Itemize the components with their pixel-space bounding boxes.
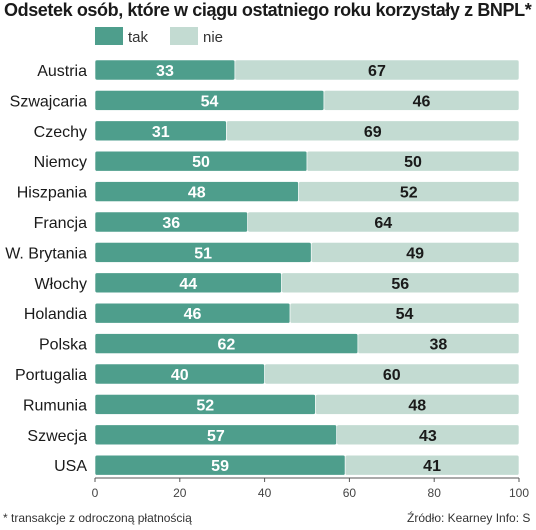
bar-nie xyxy=(234,59,520,81)
data-label-tak: 44 xyxy=(179,276,197,293)
data-label-tak: 62 xyxy=(218,337,236,354)
data-label-nie: 49 xyxy=(406,245,424,262)
category-label: Rumunia xyxy=(23,397,87,414)
bar-nie xyxy=(281,272,520,294)
data-label-tak: 50 xyxy=(192,154,210,171)
x-tick-label: 0 xyxy=(92,486,99,500)
data-label-nie: 43 xyxy=(419,428,437,445)
bar-nie xyxy=(226,120,520,142)
category-label: Hiszpania xyxy=(17,185,87,202)
data-label-nie: 50 xyxy=(404,154,422,171)
category-label: Niemcy xyxy=(34,154,87,171)
data-label-nie: 69 xyxy=(364,124,382,141)
category-label: Portugalia xyxy=(15,367,87,384)
category-labels: Austria Szwajcaria Czechy Niemcy Hiszpania Fr… xyxy=(5,63,87,475)
category-label: W. Brytania xyxy=(5,245,87,262)
category-label: Holandia xyxy=(24,306,87,323)
data-label-nie: 64 xyxy=(374,215,392,232)
data-label-nie: 60 xyxy=(383,367,401,384)
bar-nie xyxy=(264,363,520,385)
x-tick-label: 80 xyxy=(428,486,442,500)
bar-nie xyxy=(298,181,520,202)
x-tick-label: 60 xyxy=(343,486,357,500)
bar-nie xyxy=(336,424,520,446)
x-tick-label: 100 xyxy=(509,486,529,500)
data-label-nie: 52 xyxy=(400,185,418,202)
x-tick-label: 40 xyxy=(258,486,272,500)
data-label-tak: 59 xyxy=(211,458,229,475)
data-label-nie: 46 xyxy=(413,93,431,110)
data-label-tak: 48 xyxy=(188,185,206,202)
data-label-tak: 36 xyxy=(162,215,180,232)
data-label-nie: 38 xyxy=(430,337,448,354)
data-label-nie: 56 xyxy=(391,276,409,293)
bar-nie xyxy=(357,333,520,354)
bar-nie xyxy=(344,454,520,476)
data-label-nie: 48 xyxy=(408,397,426,414)
data-label-nie: 41 xyxy=(423,458,441,475)
bar-nie xyxy=(306,150,520,172)
data-label-nie: 67 xyxy=(368,63,386,80)
category-label: Czechy xyxy=(34,124,87,141)
legend-label-tak: tak xyxy=(128,29,149,46)
data-label-tak: 33 xyxy=(156,63,174,80)
footnote: * transakcje z odroczoną płatnością xyxy=(3,511,192,525)
legend-swatch-tak xyxy=(95,27,123,45)
data-label-tak: 52 xyxy=(196,397,214,414)
x-axis: 0 20 40 60 80 100 xyxy=(92,477,529,500)
legend: tak nie xyxy=(95,27,223,46)
data-label-tak: 51 xyxy=(194,245,212,262)
data-label-tak: 31 xyxy=(152,124,170,141)
bar-nie xyxy=(247,211,520,233)
category-label: Polska xyxy=(39,337,87,354)
bars: 33 67 54 46 31 69 50 50 48 52 36 64 51 49 44 56 46 54 62 38… xyxy=(94,59,520,476)
category-label: Włochy xyxy=(35,276,87,293)
legend-label-nie: nie xyxy=(203,29,223,46)
category-label: USA xyxy=(54,458,87,475)
category-label: Szwecja xyxy=(27,428,87,445)
bar-nie xyxy=(315,394,520,415)
chart-title: Odsetek osób, które w ciągu ostatniego r… xyxy=(4,0,532,20)
category-label: Austria xyxy=(37,63,87,80)
bar-nie xyxy=(310,242,520,263)
category-label: Szwajcaria xyxy=(10,93,87,110)
data-label-tak: 40 xyxy=(171,367,189,384)
data-label-nie: 54 xyxy=(396,306,414,323)
x-tick-label: 20 xyxy=(173,486,187,500)
legend-swatch-nie xyxy=(170,27,198,45)
category-label: Francja xyxy=(34,215,87,232)
source-note: Źródło: Kearney Info: S xyxy=(407,511,531,525)
bar-nie xyxy=(323,90,520,111)
bar-nie xyxy=(289,302,520,324)
data-label-tak: 54 xyxy=(201,93,219,110)
data-label-tak: 57 xyxy=(207,428,225,445)
data-label-tak: 46 xyxy=(184,306,202,323)
